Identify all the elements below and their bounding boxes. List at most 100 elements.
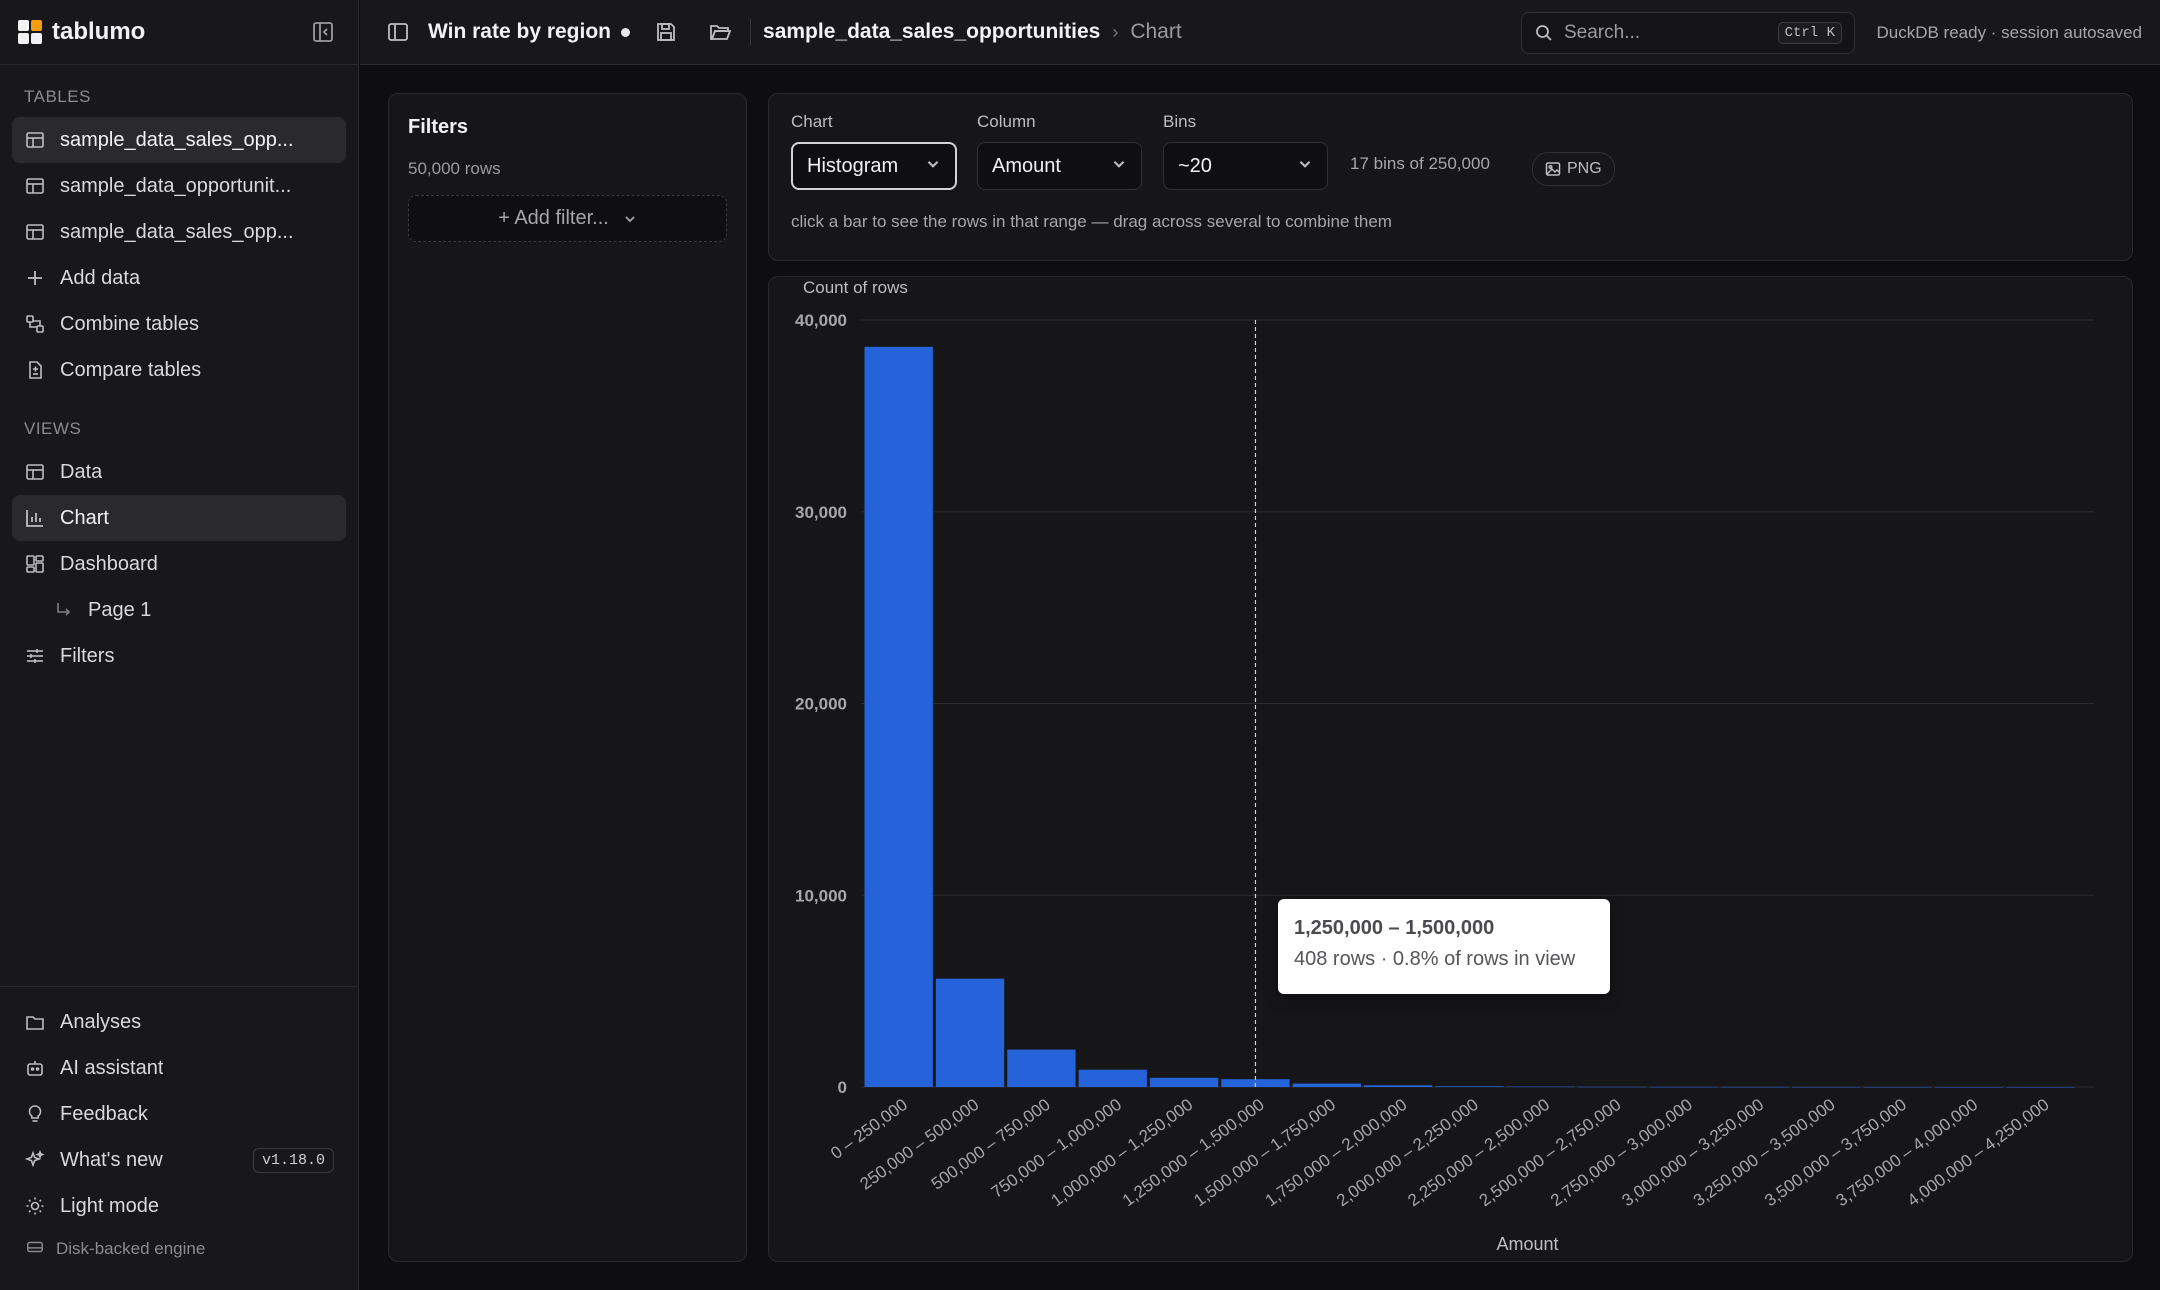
histogram-bar[interactable]: [1578, 1086, 1647, 1088]
sidebar-item-label: Chart: [60, 506, 109, 529]
collapse-sidebar-icon[interactable]: [306, 15, 340, 49]
table-icon: [24, 221, 46, 243]
combine-icon: [24, 313, 46, 335]
sidebar-item-table-2[interactable]: sample_data_opportunit...: [12, 163, 346, 209]
histogram-bar[interactable]: [1363, 1085, 1433, 1087]
y-tick-label: 0: [838, 1078, 847, 1097]
sidebar-item-label: Feedback: [60, 1102, 148, 1125]
search-shortcut: Ctrl K: [1777, 22, 1842, 44]
sidebar-item-light-mode[interactable]: Light mode: [12, 1183, 346, 1229]
folder-icon: [24, 1011, 46, 1033]
column-select[interactable]: Amount: [977, 142, 1142, 190]
histogram-bar[interactable]: [2006, 1086, 2075, 1088]
histogram-bar[interactable]: [1292, 1083, 1361, 1087]
compare-icon: [24, 359, 46, 381]
chart-type-select[interactable]: Histogram: [791, 142, 957, 190]
sidebar-item-compare-tables[interactable]: Compare tables: [12, 347, 346, 393]
y-tick-label: 30,000: [795, 503, 847, 522]
y-axis-label: Count of rows: [803, 278, 908, 297]
search-input[interactable]: [1564, 22, 1754, 44]
bins-info: 17 bins of 250,000: [1350, 154, 1490, 173]
sidebar-item-combine-tables[interactable]: Combine tables: [12, 301, 346, 347]
brand-name: tablumo: [52, 18, 146, 45]
column-control: Column Amount: [977, 112, 1142, 190]
x-tick-label: 250,000 – 500,000: [856, 1095, 982, 1194]
sidebar-item-feedback[interactable]: Feedback: [12, 1091, 346, 1137]
histogram-bar[interactable]: [1506, 1086, 1576, 1088]
subitem-arrow-icon: [52, 599, 74, 621]
sidebar-item-add-data[interactable]: Add data: [12, 255, 346, 301]
chevron-down-icon: [1297, 155, 1313, 178]
histogram-bar[interactable]: [1078, 1069, 1147, 1087]
chevron-down-icon: [1111, 155, 1127, 178]
dashboard-icon: [24, 553, 46, 575]
tooltip-title: 1,250,000 – 1,500,000: [1294, 917, 1495, 939]
histogram-bar[interactable]: [1934, 1086, 2004, 1088]
tables-heading: TABLES: [24, 87, 91, 106]
sidebar-item-page-1[interactable]: Page 1: [12, 587, 346, 633]
lightbulb-icon: [24, 1103, 46, 1125]
histogram-bar[interactable]: [1007, 1049, 1076, 1087]
histogram-bar[interactable]: [864, 346, 933, 1088]
column-value: Amount: [992, 154, 1061, 177]
search-box[interactable]: Ctrl K: [1521, 12, 1855, 54]
sidebar-item-ai-assistant[interactable]: AI assistant: [12, 1045, 346, 1091]
sidebar-bottom: Analyses AI assistant Feedback What's ne…: [0, 986, 358, 1269]
x-tick-label: 750,000 – 1,000,000: [988, 1095, 1125, 1202]
y-tick-label: 40,000: [795, 311, 847, 330]
version-badge: v1.18.0: [252, 1147, 334, 1173]
histogram-bar[interactable]: [1149, 1077, 1219, 1087]
sparkles-icon: [24, 1149, 46, 1171]
export-png-button[interactable]: PNG: [1532, 152, 1615, 186]
chevron-right-icon: ›: [1112, 21, 1119, 42]
bins-select[interactable]: ~20: [1163, 142, 1328, 190]
x-tick-label: 500,000 – 750,000: [928, 1095, 1054, 1194]
histogram-bar[interactable]: [1720, 1086, 1790, 1088]
sidebar-item-label: Page 1: [88, 598, 152, 621]
engine-status-text: DuckDB ready · session autosaved: [1876, 22, 2142, 42]
views-heading: VIEWS: [24, 419, 82, 438]
histogram-bar[interactable]: [1649, 1086, 1718, 1088]
sidebar-item-label: Add data: [60, 266, 141, 289]
sidebar-item-label: Dashboard: [60, 552, 158, 575]
robot-icon: [24, 1057, 46, 1079]
histogram-bar[interactable]: [935, 978, 1005, 1087]
sidebar-item-label: sample_data_sales_opp...: [60, 128, 294, 151]
sidebar-item-data[interactable]: Data: [12, 449, 346, 495]
sidebar-item-label: Compare tables: [60, 358, 202, 381]
bins-value: ~20: [1178, 154, 1212, 177]
image-icon: [1545, 161, 1561, 177]
column-label: Column: [977, 112, 1036, 131]
bins-control: Bins ~20: [1163, 112, 1328, 190]
sidebar-item-analyses[interactable]: Analyses: [12, 999, 346, 1045]
chart-type-label: Chart: [791, 112, 833, 131]
add-filter-button[interactable]: + Add filter...: [408, 195, 727, 242]
sidebar-item-chart[interactable]: Chart: [12, 495, 346, 541]
histogram-bar[interactable]: [1792, 1086, 1861, 1088]
histogram-bar[interactable]: [1435, 1086, 1504, 1087]
sidebar-item-table-1[interactable]: sample_data_sales_opp...: [12, 117, 346, 163]
sidebar-item-label: sample_data_sales_opp...: [60, 220, 294, 243]
toggle-panel-icon[interactable]: [380, 14, 416, 50]
analysis-title[interactable]: Win rate by region: [428, 20, 612, 43]
histogram-bar[interactable]: [1863, 1086, 1932, 1088]
breadcrumb-view: Chart: [1130, 20, 1182, 43]
bins-label: Bins: [1163, 112, 1197, 131]
open-folder-icon[interactable]: [702, 14, 738, 50]
breadcrumb-table[interactable]: sample_data_sales_opportunities: [763, 20, 1101, 43]
plus-icon: [24, 267, 46, 289]
chevron-down-icon: [925, 155, 941, 178]
engine-status: Disk-backed engine: [0, 1229, 358, 1269]
filters-title: Filters: [408, 116, 469, 138]
sidebar-item-table-3[interactable]: sample_data_sales_opp...: [12, 209, 346, 255]
divider: [750, 19, 752, 45]
filters-panel: Filters 50,000 rows + Add filter...: [388, 93, 747, 1262]
search-icon: [1534, 23, 1554, 43]
sidebar-item-filters[interactable]: Filters: [12, 633, 346, 679]
save-icon[interactable]: [648, 14, 684, 50]
sidebar-item-whats-new[interactable]: What's new v1.18.0: [12, 1137, 346, 1183]
row-count: 50,000 rows: [408, 159, 501, 178]
sidebar-item-dashboard[interactable]: Dashboard: [12, 541, 346, 587]
